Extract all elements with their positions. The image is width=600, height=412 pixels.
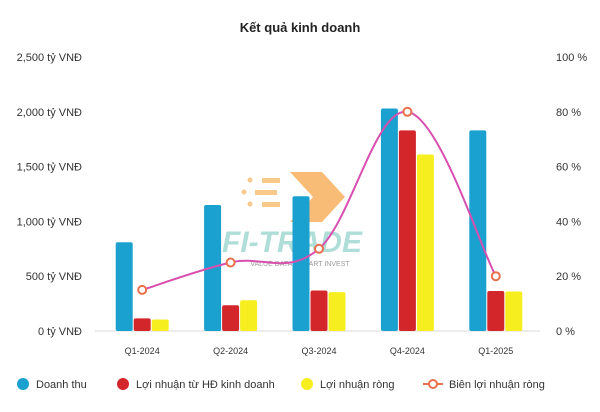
margin-line-path: [141, 110, 497, 291]
watermark-brand: FI-TRADE: [222, 226, 363, 259]
y-axis-right: 0 % 20 % 40 % 60 % 80 % 100 %: [556, 52, 587, 338]
bar-l-i-nhu-n-t-h-kinh-doanh-q1-2025: [487, 290, 505, 331]
bar-doanh-thu-q1-2025: [469, 130, 487, 331]
margin-point-q1-2025: [490, 271, 501, 282]
y-left-tick-label: 1,000 tỷ VNĐ: [17, 216, 82, 228]
margin-line: [137, 106, 501, 295]
bar-l-i-nhu-n-r-ng-q1-2025: [505, 291, 523, 331]
y-left-tick-label: 1,500 tỷ VNĐ: [17, 162, 82, 174]
margin-point-q2-2024: [225, 257, 236, 268]
bar-l-i-nhu-n-r-ng-q2-2024: [240, 300, 258, 331]
bars: [115, 108, 523, 332]
bar-l-i-nhu-n-r-ng-q4-2024: [416, 154, 434, 331]
bar-l-i-nhu-n-t-h-kinh-doanh-q2-2024: [222, 305, 240, 331]
legend-marker-icon: [428, 379, 438, 389]
y-right-tick-label: 60 %: [556, 162, 581, 174]
y-left-tick-label: 500 tỷ VNĐ: [26, 271, 82, 283]
y-right-tick-label: 100 %: [556, 52, 587, 64]
bar-doanh-thu-q1-2024: [115, 242, 133, 331]
legend-label: Lợi nhuận từ HĐ kinh doanh: [136, 379, 275, 391]
chart-title: Kết quả kinh doanh: [240, 20, 361, 35]
margin-point-q4-2024: [402, 106, 413, 117]
bar-l-i-nhu-n-t-h-kinh-doanh-q3-2024: [310, 290, 328, 331]
y-left-tick-label: 2,000 tỷ VNĐ: [17, 107, 82, 119]
x-tick-label: Q2-2024: [213, 346, 248, 356]
x-axis-categories: Q1-2024 Q2-2024 Q3-2024 Q4-2024 Q1-2025: [125, 346, 514, 356]
legend-label: Biên lợi nhuận ròng: [449, 379, 545, 391]
margin-point-q1-2024: [137, 284, 148, 295]
legend-dot-icon: [301, 378, 313, 390]
y-right-tick-label: 40 %: [556, 216, 581, 228]
y-left-tick-label: 2,500 tỷ VNĐ: [17, 52, 82, 64]
x-tick-label: Q3-2024: [301, 346, 336, 356]
y-right-tick-label: 20 %: [556, 271, 581, 283]
legend-dot-icon: [17, 378, 29, 390]
y-right-tick-label: 80 %: [556, 107, 581, 119]
x-tick-label: Q4-2024: [390, 346, 425, 356]
bar-l-i-nhu-n-r-ng-q1-2024: [151, 319, 169, 331]
y-axis-left: 0 tỷ VNĐ 500 tỷ VNĐ 1,000 tỷ VNĐ 1,500 tỷ V…: [17, 52, 82, 338]
legend-label: Doanh thu: [36, 379, 87, 391]
bar-doanh-thu-q3-2024: [292, 196, 310, 331]
x-tick-label: Q1-2024: [125, 346, 160, 356]
y-left-tick-label: 0 tỷ VNĐ: [38, 326, 82, 338]
bar-l-i-nhu-n-r-ng-q3-2024: [328, 292, 346, 331]
watermark: FI-TRADE VALUE DATA - SMART INVEST: [222, 172, 363, 268]
bar-l-i-nhu-n-t-h-kinh-doanh-q4-2024: [398, 130, 416, 331]
margin-point-q3-2024: [314, 243, 324, 254]
legend-dot-icon: [117, 378, 129, 390]
bar-doanh-thu-q4-2024: [380, 108, 398, 332]
x-tick-label: Q1-2025: [478, 346, 513, 356]
y-right-tick-label: 0 %: [556, 326, 575, 338]
bar-l-i-nhu-n-t-h-kinh-doanh-q1-2024: [133, 318, 151, 331]
legend: Doanh thu Lợi nhuận từ HĐ kinh doanh Lợi n…: [17, 378, 545, 391]
legend-label: Lợi nhuận ròng: [320, 379, 395, 391]
